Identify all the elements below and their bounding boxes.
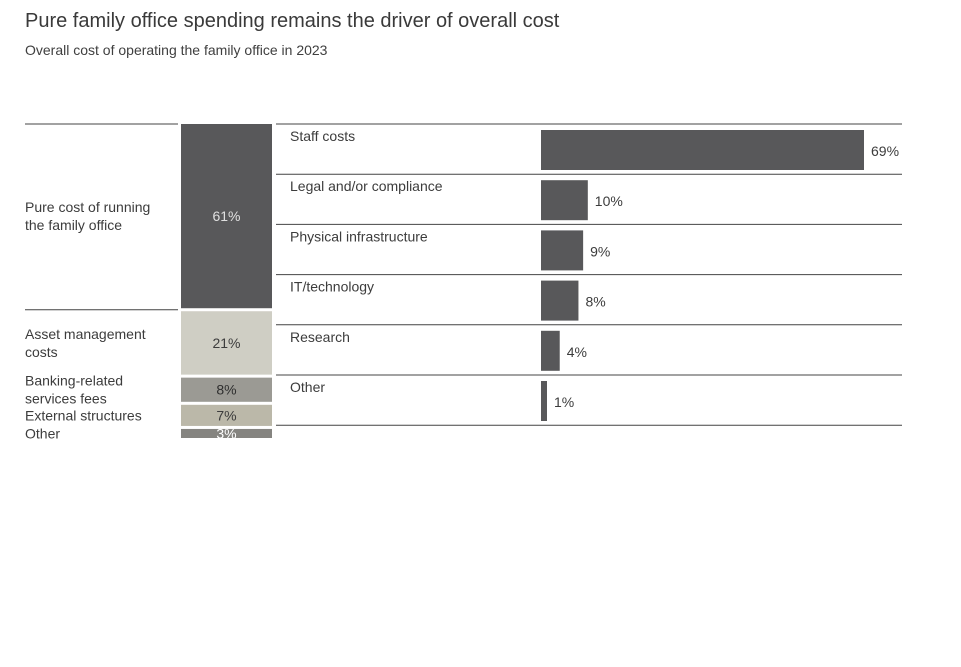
bar — [541, 230, 584, 271]
bar — [541, 180, 588, 221]
bar-value-label: 8% — [585, 294, 605, 310]
bar-value-label: 9% — [590, 243, 610, 259]
segment-category-label: Other — [25, 425, 60, 441]
bar-category-label: Legal and/or compliance — [290, 178, 443, 194]
bar-category-label: Physical infrastructure — [290, 228, 428, 244]
bar — [541, 330, 560, 371]
bar — [541, 130, 864, 170]
segment-value-label: 8% — [216, 382, 236, 398]
segment-value-label: 7% — [216, 407, 236, 423]
segment-category-label: services fees — [25, 391, 107, 407]
segment-category-label: costs — [25, 344, 58, 360]
segment-category-label: the family office — [25, 217, 122, 233]
bar — [541, 381, 547, 421]
stacked-segment — [181, 377, 272, 402]
chart-title: Pure family office spending remains the … — [25, 10, 560, 32]
segment-value-label: 3% — [216, 425, 236, 441]
bar-value-label: 10% — [595, 193, 623, 209]
segment-category-label: Pure cost of running — [25, 199, 150, 215]
bar-value-label: 1% — [554, 394, 574, 410]
chart-subtitle: Overall cost of operating the family off… — [25, 42, 328, 58]
bar-value-label: 69% — [871, 143, 899, 159]
bar-value-label: 4% — [567, 344, 587, 360]
segment-category-label: External structures — [25, 407, 142, 423]
bar-category-label: Staff costs — [290, 128, 355, 144]
stacked-segment — [181, 124, 272, 309]
segment-value-label: 21% — [212, 335, 240, 351]
stacked-segment — [181, 404, 272, 426]
bar-category-label: Research — [290, 329, 350, 345]
stacked-segment — [181, 428, 272, 438]
segment-category-label: Banking-related — [25, 373, 123, 389]
bar-category-label: IT/technology — [290, 279, 374, 295]
bar — [541, 280, 579, 321]
segment-value-label: 61% — [212, 208, 240, 224]
segment-category-label: Asset management — [25, 326, 146, 342]
bar-category-label: Other — [290, 379, 325, 395]
stacked-segment — [181, 311, 272, 375]
